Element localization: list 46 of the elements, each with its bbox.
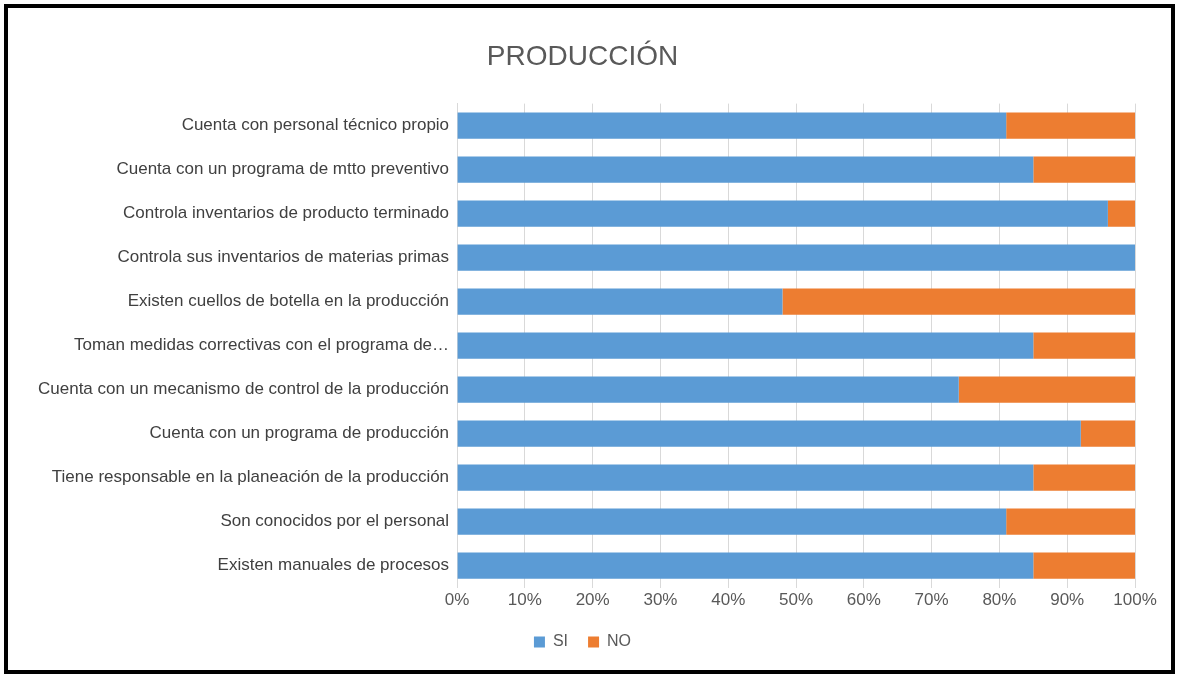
bar: [457, 244, 1135, 271]
bar: [457, 332, 1034, 359]
x-tick-label: 60%: [846, 590, 881, 610]
bar: [1033, 156, 1135, 183]
y-tick-label: Cuenta con un mecanismo de control de la producción: [37, 379, 450, 399]
bar: [457, 288, 783, 315]
bar: [958, 376, 1135, 403]
y-tick-label: Controla inventarios de producto terminado: [123, 203, 450, 223]
x-tick-label: 0%: [444, 590, 470, 610]
x-tick-label: 80%: [982, 590, 1017, 610]
bar: [1006, 112, 1135, 139]
bar: [457, 376, 959, 403]
y-tick-label: Controla sus inventarios de materias primas: [117, 247, 450, 267]
bar: [457, 552, 1034, 579]
x-tick-label: 70%: [914, 590, 949, 610]
y-tick-label: Toman medidas correctivas con el programa de…: [73, 335, 450, 355]
bar: [1107, 200, 1135, 227]
y-tick-label: Existen manuales de procesos: [217, 555, 450, 575]
bar: [457, 200, 1108, 227]
bar: [457, 156, 1034, 183]
x-tick-label: 20%: [575, 590, 610, 610]
y-tick-label: Cuenta con un programa de producción: [149, 423, 450, 443]
bar: [1006, 508, 1135, 535]
x-tick-label: 10%: [507, 590, 542, 610]
bar: [457, 112, 1007, 139]
bar: [457, 420, 1081, 447]
y-tick-label: Cuenta con personal técnico propio: [181, 115, 450, 135]
x-tick-label: 40%: [711, 590, 746, 610]
bar: [1033, 332, 1135, 359]
bar: [1080, 420, 1135, 447]
bar: [1033, 464, 1135, 491]
x-tick-label: 100%: [1113, 590, 1157, 610]
x-tick-label: 50%: [779, 590, 814, 610]
bar: [457, 508, 1007, 535]
legend-label: NO: [607, 632, 632, 650]
bar: [1033, 552, 1135, 579]
y-tick-label: Existen cuellos de botella en la producción: [127, 291, 450, 311]
x-tick-label: 30%: [643, 590, 678, 610]
legend-label: SI: [552, 632, 569, 650]
bar: [457, 464, 1034, 491]
y-tick-label: Tiene responsable en la planeación de la producción: [51, 467, 450, 487]
x-tick-label: 90%: [1050, 590, 1085, 610]
y-tick-label: Cuenta con un programa de mtto preventivo: [116, 159, 450, 179]
bar: [782, 288, 1135, 315]
y-tick-label: Son conocidos por el personal: [220, 511, 450, 531]
chart-title: PRODUCCIÓN: [486, 39, 679, 71]
